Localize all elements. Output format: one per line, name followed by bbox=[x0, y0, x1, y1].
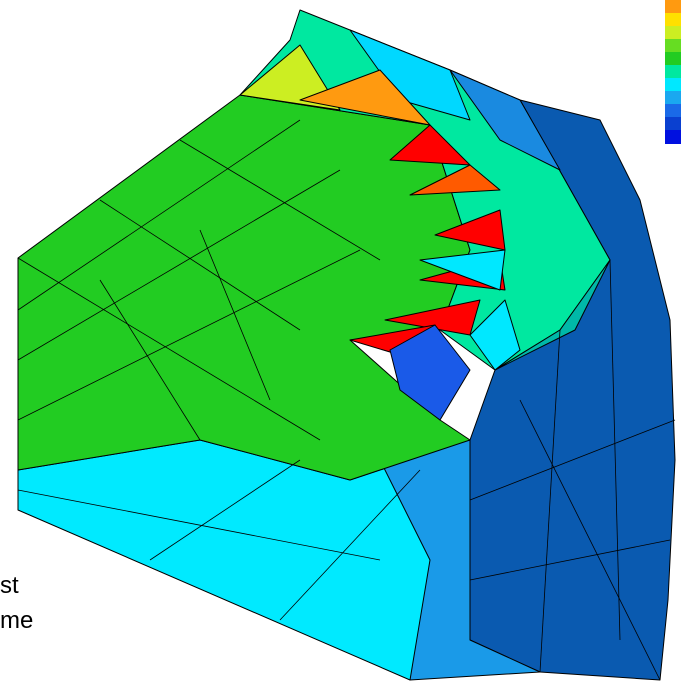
legend-band bbox=[665, 39, 681, 52]
legend-band bbox=[665, 91, 681, 104]
mesh-body bbox=[18, 10, 675, 680]
legend-band bbox=[665, 117, 681, 130]
color-legend bbox=[665, 0, 681, 144]
legend-band bbox=[665, 78, 681, 91]
legend-band bbox=[665, 52, 681, 65]
legend-band bbox=[665, 26, 681, 39]
legend-band bbox=[665, 130, 681, 144]
legend-band bbox=[665, 13, 681, 26]
fem-render: st me bbox=[0, 0, 681, 685]
text-fragment: me bbox=[0, 607, 33, 634]
page: {"text_fragments": ["st", "me"]} bbox=[0, 0, 681, 685]
legend-band bbox=[665, 0, 681, 13]
legend-band bbox=[665, 104, 681, 117]
text-fragment: st bbox=[0, 572, 19, 599]
legend-band bbox=[665, 65, 681, 78]
